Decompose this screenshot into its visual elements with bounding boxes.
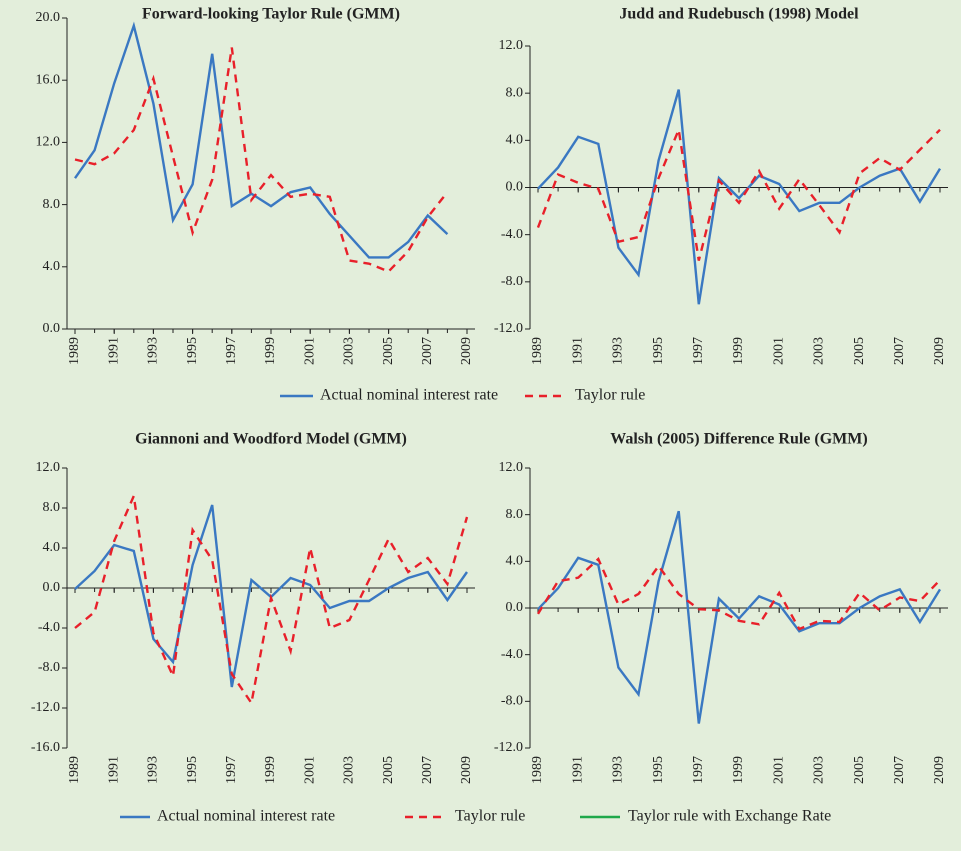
x-tick-label: 2003 (342, 337, 357, 365)
x-tick-label: 1993 (611, 756, 626, 784)
chart-title: Giannoni and Woodford Model (GMM) (135, 431, 407, 448)
x-tick-label: 2003 (812, 756, 827, 784)
y-tick-label: 8.0 (506, 85, 524, 100)
x-tick-label: 1989 (530, 337, 545, 365)
y-tick-label: -16.0 (31, 740, 60, 755)
y-tick-label: 0.0 (43, 321, 61, 336)
x-tick-label: 2009 (459, 756, 474, 784)
x-tick-label: 1997 (691, 337, 706, 365)
y-tick-label: -4.0 (501, 647, 523, 662)
y-tick-label: -4.0 (501, 227, 523, 242)
legend-label: Taylor rule (575, 387, 645, 404)
y-tick-label: -12.0 (494, 321, 523, 336)
x-tick-label: 1993 (146, 756, 161, 784)
x-tick-label: 1995 (651, 756, 666, 784)
x-tick-label: 1995 (185, 756, 200, 784)
y-tick-label: 0.0 (506, 600, 524, 615)
series-line (74, 47, 449, 273)
x-tick-label: 1991 (570, 337, 585, 365)
series-line (537, 510, 942, 724)
series-line (536, 125, 941, 261)
y-tick-label: 16.0 (36, 72, 61, 87)
series-line (536, 556, 941, 631)
x-tick-label: 1991 (106, 756, 121, 784)
x-tick-label: 1989 (530, 756, 545, 784)
y-tick-label: -12.0 (494, 740, 523, 755)
x-tick-label: 1991 (106, 337, 121, 365)
y-tick-label: 12.0 (499, 38, 524, 53)
y-tick-label: 20.0 (36, 10, 61, 25)
y-tick-label: 8.0 (43, 197, 61, 212)
y-tick-label: -4.0 (38, 620, 60, 635)
x-tick-label: 1997 (224, 337, 239, 365)
x-tick-label: 2009 (932, 756, 947, 784)
x-tick-label: 1989 (67, 756, 82, 784)
x-tick-label: 2009 (459, 337, 474, 365)
legend-label: Taylor rule (455, 808, 525, 825)
chart-title: Walsh (2005) Difference Rule (GMM) (610, 431, 867, 448)
x-tick-label: 2003 (342, 756, 357, 784)
y-tick-label: 4.0 (43, 540, 61, 555)
x-tick-label: 2007 (420, 756, 435, 784)
y-tick-label: -8.0 (38, 660, 60, 675)
x-tick-label: 2009 (932, 337, 947, 365)
y-tick-label: 8.0 (43, 500, 61, 515)
x-tick-label: 1999 (731, 337, 746, 365)
x-tick-label: 2007 (892, 756, 907, 784)
y-tick-label: 0.0 (43, 580, 61, 595)
x-tick-label: 2001 (302, 756, 317, 784)
series-line (74, 21, 449, 259)
x-tick-label: 2005 (381, 756, 396, 784)
x-tick-label: 1999 (263, 756, 278, 784)
chart-title: Forward-looking Taylor Rule (GMM) (142, 6, 400, 23)
x-tick-label: 2005 (852, 337, 867, 365)
y-tick-label: 12.0 (36, 135, 61, 150)
x-tick-label: 2001 (771, 337, 786, 365)
y-tick-label: 4.0 (506, 554, 524, 569)
x-tick-label: 1989 (67, 337, 82, 365)
x-tick-label: 1997 (224, 756, 239, 784)
x-tick-label: 2005 (852, 756, 867, 784)
series-line (537, 89, 942, 305)
x-tick-label: 1995 (185, 337, 200, 365)
y-tick-label: -12.0 (31, 700, 60, 715)
x-tick-label: 1997 (691, 756, 706, 784)
x-tick-label: 2007 (892, 337, 907, 365)
legend-label: Actual nominal interest rate (157, 808, 335, 825)
x-tick-label: 2007 (420, 337, 435, 365)
x-tick-label: 2001 (302, 337, 317, 365)
y-tick-label: 12.0 (36, 460, 61, 475)
x-tick-label: 2001 (771, 756, 786, 784)
y-tick-label: 8.0 (506, 507, 524, 522)
x-tick-label: 1999 (263, 337, 278, 365)
y-tick-label: -8.0 (501, 274, 523, 289)
y-tick-label: 0.0 (506, 180, 524, 195)
x-tick-label: 1993 (611, 337, 626, 365)
y-tick-label: 4.0 (506, 133, 524, 148)
series-line (74, 491, 469, 707)
y-tick-label: 4.0 (43, 259, 61, 274)
x-tick-label: 1999 (731, 756, 746, 784)
y-tick-label: 12.0 (499, 460, 524, 475)
x-tick-label: 1993 (146, 337, 161, 365)
x-tick-label: 1995 (651, 337, 666, 365)
x-tick-label: 1991 (570, 756, 585, 784)
chart-title: Judd and Rudebusch (1998) Model (619, 6, 859, 23)
y-tick-label: -8.0 (501, 694, 523, 709)
x-tick-label: 2003 (812, 337, 827, 365)
legend-label: Actual nominal interest rate (320, 387, 498, 404)
x-tick-label: 2005 (381, 337, 396, 365)
legend-label: Taylor rule with Exchange Rate (628, 808, 831, 825)
